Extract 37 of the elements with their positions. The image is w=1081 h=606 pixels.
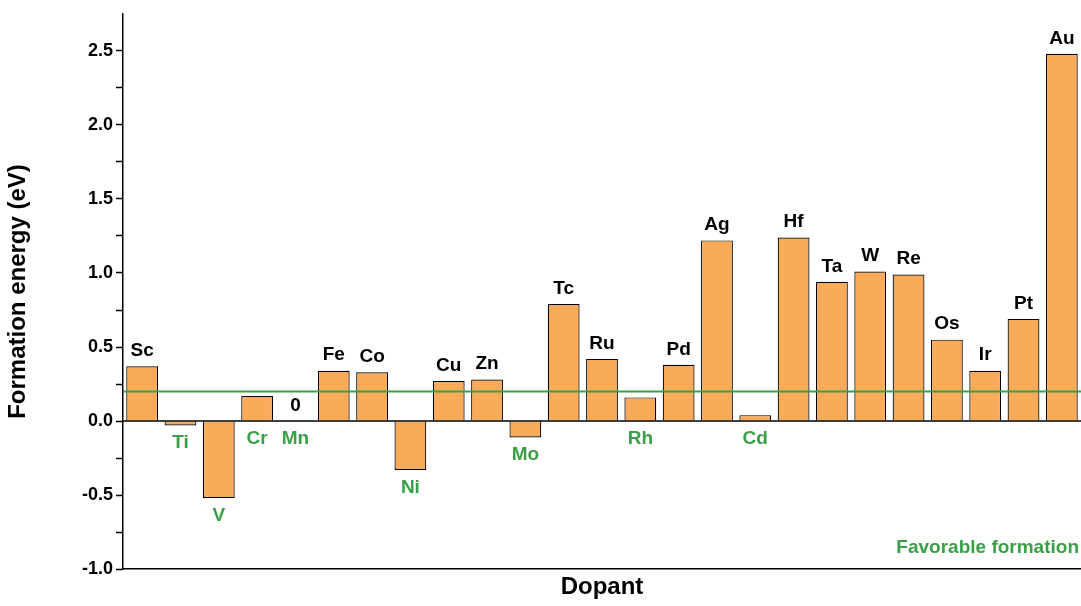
x-tick-label: Ru (589, 331, 615, 353)
y-tick-label: 2.0 (87, 113, 113, 134)
x-tick-label: Cr (246, 426, 269, 448)
x-tick-label: Fe (322, 343, 345, 365)
y-tick-label: -1.0 (81, 558, 113, 579)
x-tick-label: Cd (742, 426, 768, 448)
x-tick-label: Cu (436, 353, 462, 375)
x-tick-label: Au (1049, 26, 1075, 48)
y-tick-label: -0.5 (81, 484, 113, 505)
x-tick-label: Ti (172, 431, 189, 453)
x-tick-label: Rh (627, 426, 653, 448)
x-axis-title: Dopant (560, 572, 644, 600)
y-tick-label: 1.0 (87, 261, 113, 282)
x-tick-label: W (861, 244, 880, 266)
x-tick-label: Tc (553, 276, 575, 298)
y-axis-title: Formation energy (eV) (3, 164, 31, 419)
x-tick-label: Ir (978, 343, 993, 365)
x-tick-label: Ta (821, 254, 843, 276)
ref-line-label: Favorable formation (896, 536, 1079, 558)
x-tick-label: Zn (475, 352, 499, 374)
x-tick-label: Ag (704, 213, 730, 235)
x-tick-label: Mn (281, 426, 310, 448)
x-tick-label: Hf (783, 210, 805, 232)
x-tick-label: Re (896, 247, 921, 269)
x-tick-label: Pt (1014, 291, 1034, 313)
x-tick-label: Pd (666, 337, 691, 359)
x-tick-label: Mo (511, 443, 540, 465)
y-tick-label: 1.5 (87, 187, 113, 208)
y-tick-label: 0.0 (87, 410, 113, 431)
x-tick-label: V (212, 503, 226, 525)
y-tick-label: 2.5 (87, 39, 113, 60)
y-tick-label: 0.5 (87, 336, 113, 357)
data-label: 0 (290, 393, 301, 415)
x-tick-label: Sc (130, 339, 155, 361)
x-tick-label: Ni (400, 475, 420, 497)
x-tick-label: Co (359, 344, 385, 366)
x-tick-label: Os (934, 312, 960, 334)
